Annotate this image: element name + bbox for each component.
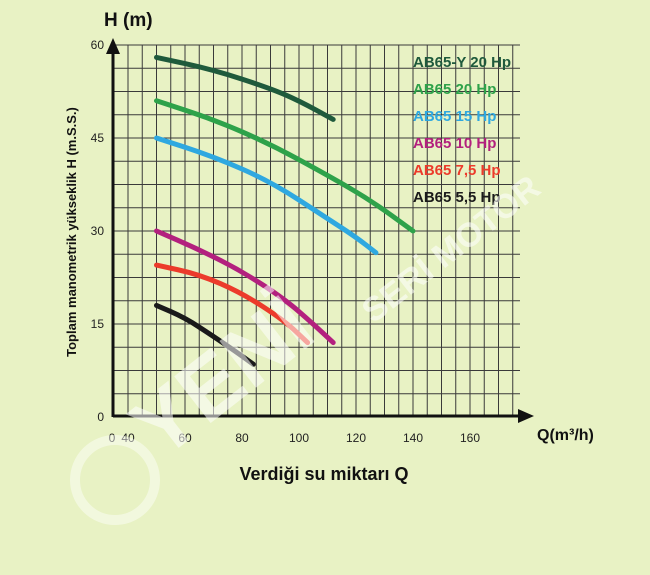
series-line [154, 262, 311, 346]
y-tick-label: 45 [91, 131, 105, 145]
series-line [154, 135, 379, 256]
watermark-logo [70, 435, 160, 525]
x-tick-label: 160 [460, 431, 480, 445]
x-tick-labels: 0 40 60 80 100 120 140 160 [109, 431, 481, 445]
series-line [154, 228, 336, 346]
watermark-brand: YENİ [114, 278, 331, 477]
series-line [154, 54, 336, 122]
x-unit-label: Q(m³/h) [537, 427, 594, 444]
legend-entry: AB65-Y 20 Hp [413, 54, 511, 71]
series-line [154, 98, 416, 234]
x-axis-title: Verdiği su miktarı Q [239, 464, 408, 484]
x-tick-label: 0 [109, 431, 116, 445]
x-tick-label: 80 [235, 431, 249, 445]
legend-entry: AB65 7,5 Hp [413, 162, 501, 179]
y-unit-label: H (m) [104, 10, 153, 31]
legend-entry: AB65 5,5 Hp [413, 189, 501, 206]
series-line [154, 302, 256, 367]
legend: AB65-Y 20 Hp AB65 20 Hp AB65 15 Hp AB65 10 … [413, 54, 511, 206]
series-lines [154, 54, 416, 367]
y-axis-title: Toplam manometrik yükseklik H (m.S.S.) [64, 107, 79, 357]
legend-entry: AB65 10 Hp [413, 135, 496, 152]
chart-grid [113, 44, 520, 418]
y-axis-arrow [106, 38, 120, 54]
x-axis-arrow [518, 409, 534, 423]
legend-entry: AB65 15 Hp [413, 108, 496, 125]
legend-entry: AB65 20 Hp [413, 81, 496, 98]
y-tick-label: 60 [91, 38, 105, 52]
x-tick-label: 100 [289, 431, 309, 445]
y-tick-labels: 0 15 30 45 60 [91, 38, 105, 424]
x-tick-label: 140 [403, 431, 423, 445]
x-tick-label: 40 [121, 431, 135, 445]
chart-axes [106, 38, 534, 423]
x-tick-label: 60 [178, 431, 192, 445]
x-tick-label: 120 [346, 431, 366, 445]
y-tick-label: 30 [91, 224, 105, 238]
y-tick-label: 0 [97, 410, 104, 424]
y-tick-label: 15 [91, 317, 105, 331]
